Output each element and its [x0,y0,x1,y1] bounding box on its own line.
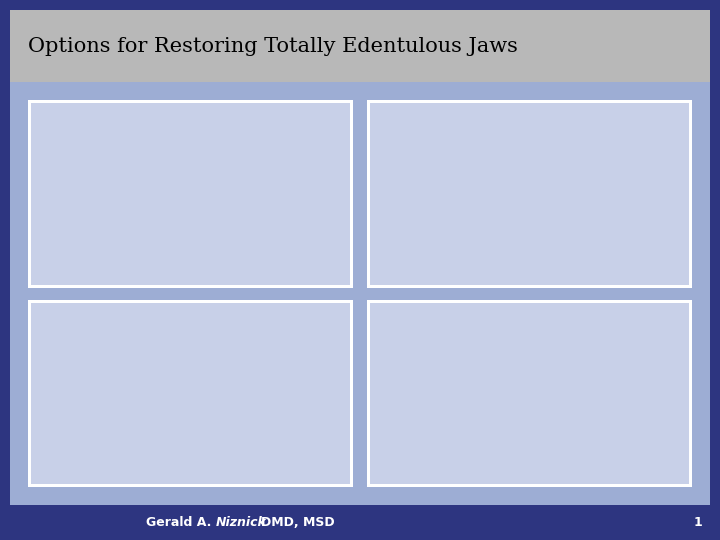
Text: DMD, MSD: DMD, MSD [261,516,335,529]
Bar [28,300,353,487]
Bar [31,302,350,484]
Bar [10,82,710,505]
Text: Gerald A.: Gerald A. [146,516,216,529]
Bar [10,10,710,82]
Bar [28,100,353,287]
Bar [31,103,350,285]
Text: Options for Restoring Totally Edentulous Jaws: Options for Restoring Totally Edentulous… [28,37,518,56]
Bar [367,100,692,287]
Bar [0,505,720,540]
Bar [367,300,692,487]
Text: Niznick: Niznick [216,516,267,529]
Text: 1: 1 [693,516,702,529]
Bar [370,302,689,484]
Bar [370,103,689,285]
